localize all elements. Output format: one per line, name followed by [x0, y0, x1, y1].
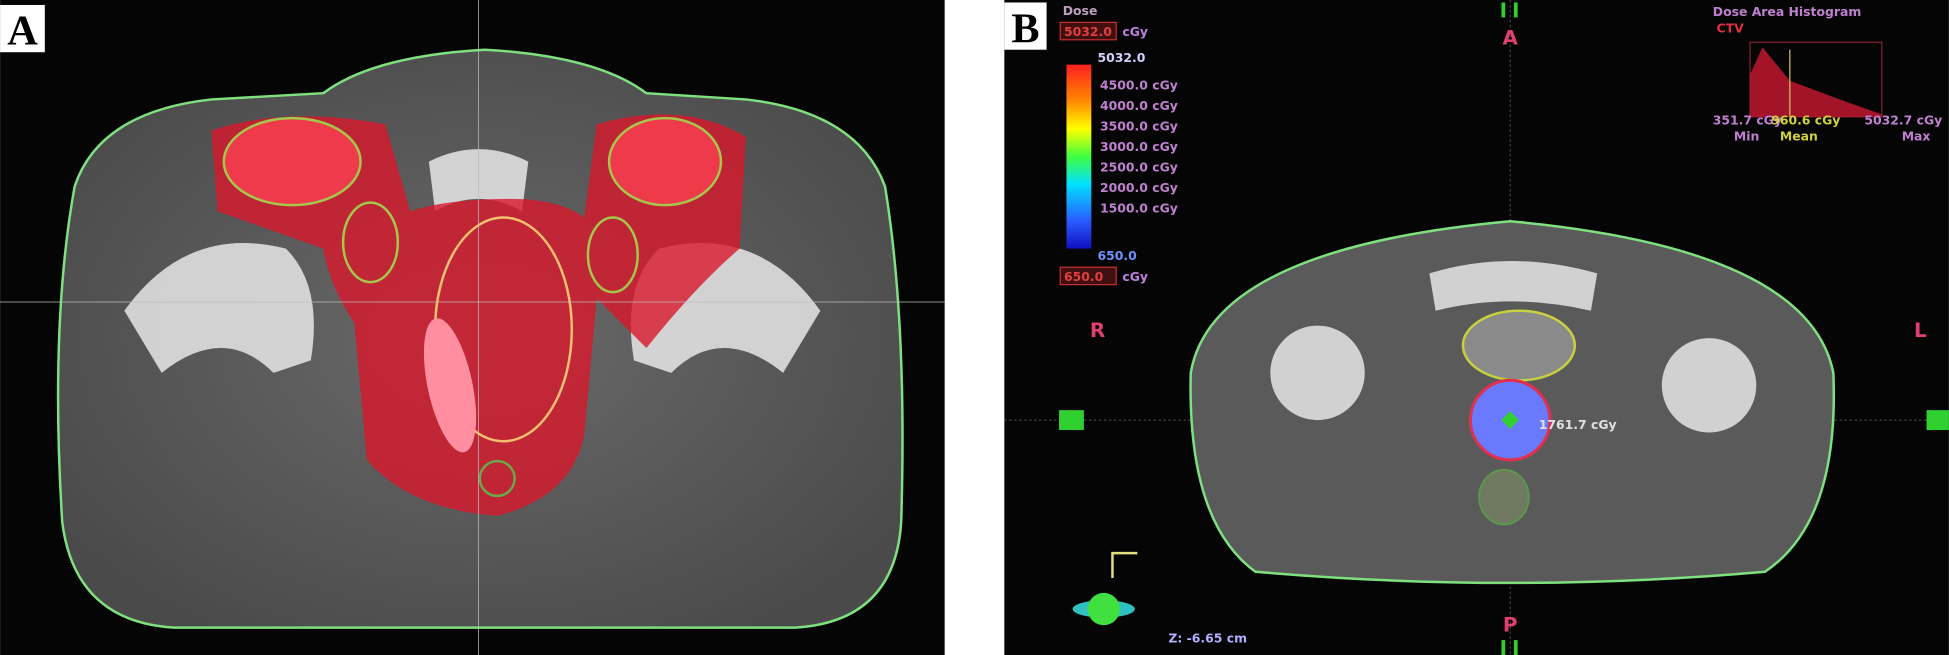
max-label: Max — [1902, 128, 1931, 143]
unit: cGy — [1122, 24, 1148, 39]
legend: 4500.0 cGy 4000.0 cGy 3500.0 cGy 3000.0 cGy… — [1100, 77, 1178, 215]
label-box — [0, 4, 45, 53]
legend-entry: 2500.0 cGy — [1100, 160, 1178, 175]
max-dose: 5032.0 — [1064, 24, 1112, 39]
marker — [1501, 640, 1506, 655]
legend-entry: 3500.0 cGy — [1100, 119, 1178, 134]
histogram-min: 351.7 cGy — [1713, 112, 1782, 127]
bones — [1270, 261, 1757, 433]
marker — [1513, 640, 1518, 655]
orientation-anterior: A — [1502, 27, 1518, 50]
histogram-max: 5032.7 cGy — [1864, 112, 1942, 127]
structure: CTV — [1717, 20, 1745, 35]
panel-a: A — [0, 0, 945, 655]
legend-entry: 2000.0 cGy — [1100, 180, 1178, 195]
histogram-area — [1750, 47, 1882, 117]
legend-entry: 4000.0 cGy — [1100, 98, 1178, 113]
value-box — [1059, 266, 1117, 286]
bladder — [1461, 309, 1577, 382]
marker — [1513, 2, 1518, 18]
value-box — [1059, 21, 1117, 41]
histogram-title: Dose Area Histogram — [1713, 4, 1862, 19]
colorbar — [1066, 64, 1092, 249]
legend-entry: 1500.0 cGy — [1100, 201, 1178, 216]
point-dose: 1761.7 cGy — [1539, 417, 1617, 432]
panel-label: A — [7, 8, 38, 55]
orientation-left: L — [1914, 319, 1927, 342]
orientation-right: R — [1090, 319, 1105, 342]
view-axes — [1111, 551, 1138, 578]
unit: cGy — [1122, 269, 1148, 284]
orientation-posterior: P — [1503, 613, 1518, 636]
histogram-mean: 960.6 cGy — [1771, 112, 1840, 127]
min-dose: 650.0 — [1064, 269, 1104, 284]
marker — [1501, 2, 1506, 18]
dose-title: Dose — [1063, 3, 1098, 18]
mean-label: Mean — [1780, 128, 1818, 143]
z-position: Z: -6.65 cm — [1168, 631, 1247, 646]
rectum — [1478, 468, 1530, 526]
label-box — [1004, 2, 1047, 50]
panel-b: Dose 5032.0 cGy 5032.0 4500.0 cGy 4000.0 … — [1004, 0, 1949, 655]
bar-top: 5032.0 — [1098, 50, 1146, 65]
orientation-figure — [1087, 592, 1120, 626]
marker — [1926, 410, 1949, 431]
marker — [1059, 410, 1084, 431]
panel-label: B — [1011, 5, 1039, 52]
legend-entry: 4500.0 cGy — [1100, 77, 1178, 92]
min-label: Min — [1734, 128, 1759, 143]
legend-entry: 3000.0 cGy — [1100, 139, 1178, 154]
marker — [1501, 411, 1519, 429]
bar-bottom: 650.0 — [1098, 248, 1138, 263]
